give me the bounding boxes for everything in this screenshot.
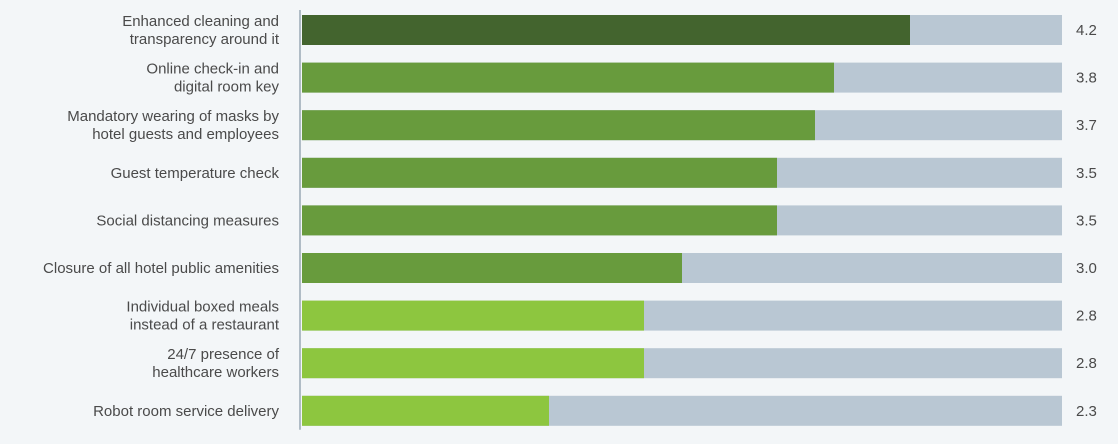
value-label-0: 4.2 [1076, 22, 1097, 39]
value-label-5: 3.0 [1076, 260, 1097, 277]
category-label-line: Online check-in and [146, 61, 279, 78]
category-label-line: Individual boxed meals [126, 299, 279, 316]
value-label-3: 3.5 [1076, 165, 1097, 182]
value-label-7: 2.8 [1076, 355, 1097, 372]
category-label-line: instead of a restaurant [130, 317, 280, 334]
bar-8 [302, 395, 549, 426]
category-label-6: Individual boxed meals instead of a resta… [126, 299, 279, 334]
bar-2 [302, 110, 815, 141]
value-label-4: 3.5 [1076, 212, 1097, 229]
category-label-3: Guest temperature check [111, 165, 280, 182]
value-label-2: 3.7 [1076, 117, 1097, 134]
category-labels: Enhanced cleaning and transparency around… [43, 13, 280, 420]
category-label-line: Robot room service delivery [93, 403, 279, 420]
category-label-line: transparency around it [130, 31, 280, 48]
bar-4 [302, 205, 777, 236]
value-label-6: 2.8 [1076, 308, 1097, 325]
category-label-8: Robot room service delivery [93, 403, 279, 420]
category-label-7: 24/7 presence of healthcare workers [152, 346, 280, 381]
category-label-line: Guest temperature check [111, 165, 280, 182]
category-label-1: Online check-in and digital room key [146, 61, 279, 96]
bar-3 [302, 157, 777, 188]
category-label-line: Closure of all hotel public amenities [43, 260, 279, 277]
category-label-line: digital room key [174, 79, 280, 96]
category-label-line: Enhanced cleaning and [122, 13, 279, 30]
value-label-8: 2.3 [1076, 403, 1097, 420]
category-label-line: 24/7 presence of [167, 346, 280, 363]
category-label-0: Enhanced cleaning and transparency around… [122, 13, 280, 48]
bar-6 [302, 300, 644, 331]
category-label-line: hotel guests and employees [92, 126, 279, 143]
category-label-5: Closure of all hotel public amenities [43, 260, 279, 277]
bar-7 [302, 348, 644, 379]
value-labels: 4.2 3.8 3.7 3.5 3.5 3.0 2.8 2.8 2.3 [1076, 22, 1097, 420]
bar-1 [302, 62, 834, 93]
category-label-4: Social distancing measures [96, 212, 279, 229]
bars [302, 15, 910, 426]
category-label-line: healthcare workers [152, 364, 279, 381]
bar-5 [302, 253, 682, 283]
bar-0 [302, 15, 910, 45]
category-label-2: Mandatory wearing of masks by hotel guest… [67, 108, 279, 143]
value-label-1: 3.8 [1076, 70, 1097, 87]
category-label-line: Social distancing measures [96, 212, 279, 229]
category-label-line: Mandatory wearing of masks by [67, 108, 279, 125]
